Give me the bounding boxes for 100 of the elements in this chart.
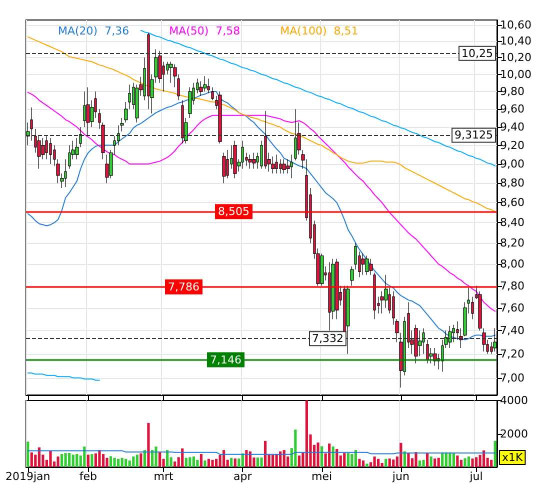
ref-line-label: 7,786 [168,280,200,294]
bar [76,454,78,467]
candlestick [373,272,376,320]
bar [94,453,98,467]
bar [388,458,391,467]
candlestick [335,258,339,320]
bar [158,452,162,467]
y-tick-label: 8,00 [500,258,524,271]
y-tick-label: 7,40 [500,324,524,338]
candlestick [422,328,425,354]
bar [26,442,30,467]
candlestick [79,126,82,148]
candlestick [294,108,297,161]
bar [60,454,64,467]
bar [106,458,108,467]
candlestick [328,262,331,331]
bar [150,450,154,467]
bar [392,460,395,467]
bar [117,458,120,467]
bar [184,458,188,467]
candlestick [290,154,293,179]
y-tick-label: 7,80 [500,279,524,292]
bar [358,458,361,467]
bar [384,458,388,467]
bar [460,460,463,467]
y-tick-label: 7,00 [500,371,524,384]
y-tick-label: 10,20 [500,51,532,64]
bar [72,454,74,467]
bar [38,447,40,467]
candlestick [49,138,52,164]
bar [98,450,101,467]
bar [136,454,138,467]
candlestick [248,154,252,170]
bar [188,457,192,467]
candlestick [252,152,256,170]
candlestick [181,100,184,144]
bar [471,458,474,467]
candlestick [75,138,79,160]
candlestick [414,324,418,364]
bar [478,454,482,467]
bar [336,449,338,467]
candlestick [45,136,48,160]
candlestick [271,156,275,174]
candlestick [169,61,173,84]
candlestick [279,158,282,174]
bar [102,454,105,467]
bar [350,454,354,467]
y-tick-label: 10,40 [500,34,532,48]
ref-line-label: 9,3125 [454,128,493,142]
bar [113,458,116,467]
text: MA(20) 7,36 [58,24,130,38]
candlestick [188,86,192,118]
bar [434,458,436,467]
candlestick [233,140,237,179]
bar [132,456,135,467]
bar [120,458,124,467]
bar [143,450,146,467]
bar [128,460,131,467]
bar [418,460,422,467]
bar [328,444,331,467]
candlestick [275,154,278,174]
x-tick-label: jul [468,470,483,483]
y-tick-label: 9,80 [500,85,524,98]
bar [437,458,440,467]
bar [343,453,346,467]
bar [192,456,195,467]
bar [49,450,52,467]
candlestick [147,32,150,110]
y-tick-label: 8,80 [500,176,524,190]
y-tick-label: 7,60 [500,301,524,314]
ref-line-label: 7,332 [312,332,344,346]
y-tick-label: 9,40 [500,120,524,134]
bar [166,450,169,467]
candlestick [365,255,369,276]
bar [452,453,455,467]
x-tick-label: jun [391,470,410,483]
candlestick [369,258,373,276]
bar [204,460,206,467]
y-tick-label: 2000 [500,427,528,440]
y-tick-label: 9,00 [500,158,524,171]
bar [260,458,263,467]
y-tick-label: 8,20 [500,236,524,250]
bar [207,458,210,467]
bar [30,452,33,467]
candlestick [222,152,226,184]
candlestick [346,285,350,354]
bar [181,448,184,467]
x-tick-label: mrt [154,470,174,483]
candlestick [128,84,131,110]
candlestick [282,158,286,174]
x-tick-label: mei [312,470,332,483]
y-tick-label: 4000 [500,394,528,407]
text: MA(100) 8,51 [280,24,358,38]
bar [86,454,90,467]
y-tick-label: 10,60 [500,18,532,32]
bar [456,456,459,467]
candlestick [361,253,365,276]
bar [373,456,376,467]
bar [200,454,203,467]
bar [245,450,248,467]
